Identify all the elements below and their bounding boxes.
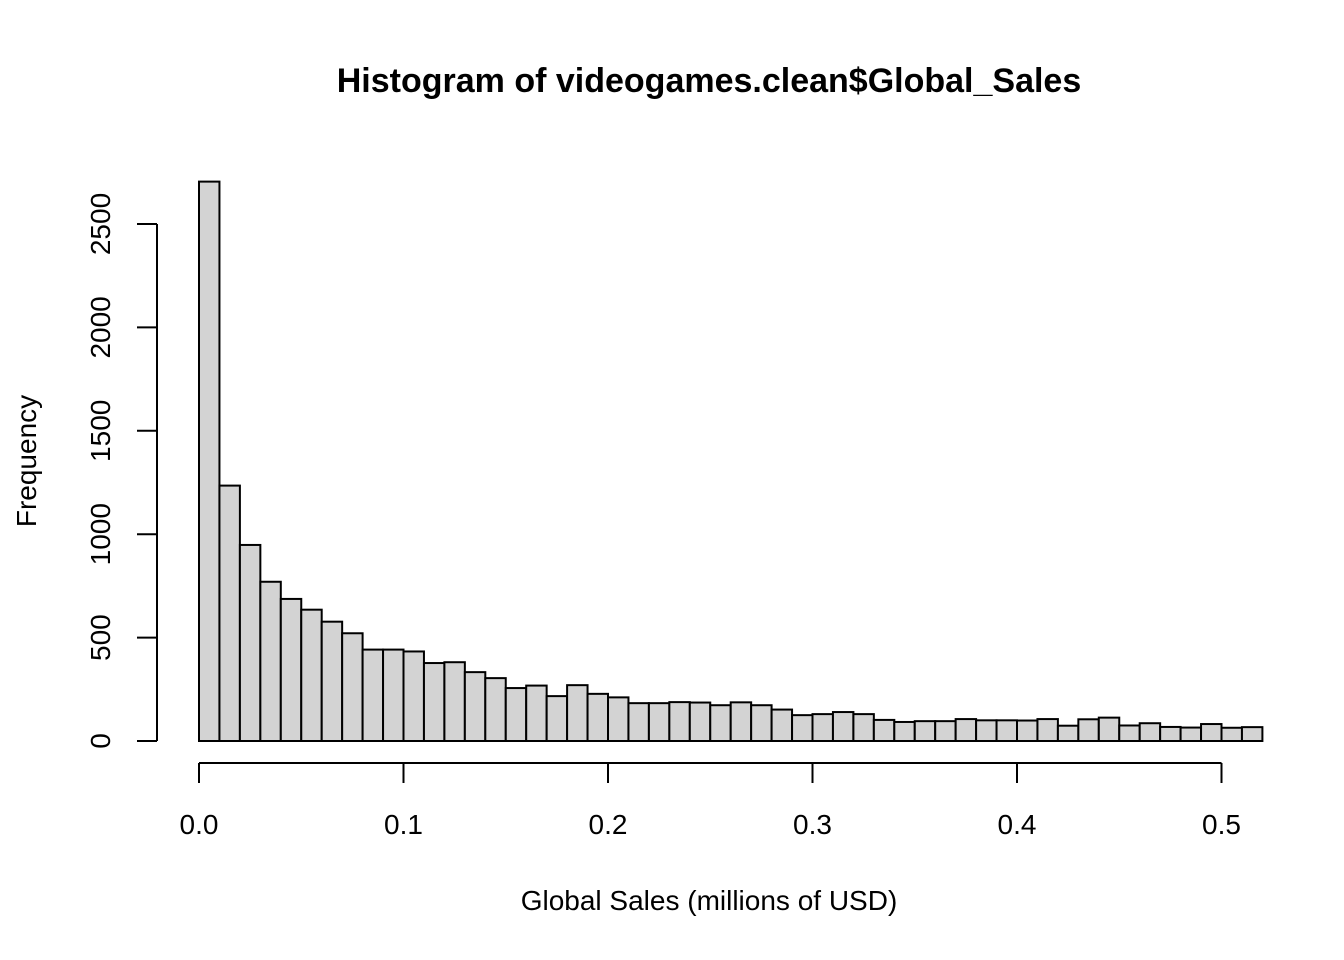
x-tick-label: 0.1: [384, 809, 423, 840]
histogram-bar: [238, 543, 262, 743]
histogram-bar: [218, 484, 241, 742]
histogram-bar: [422, 662, 446, 742]
histogram-bar: [791, 714, 814, 743]
histogram-bar: [1016, 719, 1039, 743]
histogram-bar: [463, 671, 487, 743]
histogram-bar: [1240, 726, 1264, 743]
histogram-bar: [770, 708, 794, 743]
histogram-bar: [586, 692, 609, 742]
y-tick-label: 1000: [85, 503, 116, 565]
histogram-bar: [566, 684, 589, 742]
histogram-bar: [1118, 724, 1141, 742]
histogram-bar: [545, 695, 569, 742]
histogram-bar: [1036, 718, 1059, 743]
histogram-bar: [975, 719, 998, 743]
histogram-bar: [913, 720, 937, 743]
histogram-bar: [729, 701, 753, 743]
histogram-bar: [1179, 726, 1203, 742]
histogram-bar: [607, 696, 630, 742]
x-tick-label: 0.0: [180, 809, 219, 840]
histogram-bar: [1097, 716, 1121, 743]
histogram-bars: [198, 180, 1264, 743]
histogram-bar: [504, 687, 528, 742]
histogram-bar: [893, 720, 916, 742]
histogram-bar: [647, 702, 671, 742]
x-tick-label: 0.2: [589, 809, 628, 840]
x-tick-label: 0.3: [793, 809, 832, 840]
histogram-bar: [259, 580, 282, 743]
histogram-bar: [443, 661, 466, 743]
y-tick-label: 2500: [85, 193, 116, 255]
histogram-bar: [668, 701, 691, 742]
histogram-bar: [831, 711, 855, 742]
histogram-bar: [198, 180, 221, 743]
histogram-bar: [1056, 724, 1080, 743]
histogram-bar: [382, 648, 405, 743]
y-axis-label: Frequency: [11, 395, 42, 527]
histogram-bar: [1077, 718, 1100, 742]
x-axis: 0.0 0.1 0.2 0.3 0.4 0.5: [180, 762, 1241, 840]
histogram-bar: [525, 684, 548, 743]
histogram-bar: [300, 608, 323, 742]
histogram-bar: [852, 713, 875, 742]
histogram-bar: [341, 632, 364, 743]
histogram-bar: [750, 704, 773, 742]
histogram-bar: [688, 701, 712, 742]
histogram-bar: [1138, 722, 1162, 742]
x-axis-label: Global Sales (millions of USD): [521, 885, 898, 916]
histogram-bar: [320, 620, 344, 742]
histogram-bar: [811, 713, 834, 742]
y-tick-label: 1500: [85, 400, 116, 462]
histogram-bar: [1159, 725, 1182, 743]
histogram-bar: [934, 720, 957, 743]
histogram-bar: [484, 677, 507, 743]
histogram-bar: [361, 648, 385, 743]
y-tick-label: 500: [85, 614, 116, 661]
y-tick-label: 2000: [85, 296, 116, 358]
histogram-bar: [279, 597, 303, 742]
histogram-bar: [627, 702, 650, 742]
chart-title: Histogram of videogames.clean$Global_Sal…: [337, 62, 1082, 100]
histogram-bar: [1220, 726, 1243, 743]
x-tick-label: 0.4: [998, 809, 1037, 840]
x-tick-label: 0.5: [1202, 809, 1241, 840]
histogram-bar: [709, 704, 732, 742]
histogram-bar: [872, 718, 896, 742]
histogram-bar: [1200, 723, 1223, 742]
y-tick-label: 0: [85, 733, 116, 749]
y-axis: 0 500 1000 1500 2000 2500: [85, 193, 158, 749]
histogram-bar: [954, 718, 978, 743]
histogram-bar: [402, 650, 425, 743]
histogram-bar: [995, 719, 1018, 743]
